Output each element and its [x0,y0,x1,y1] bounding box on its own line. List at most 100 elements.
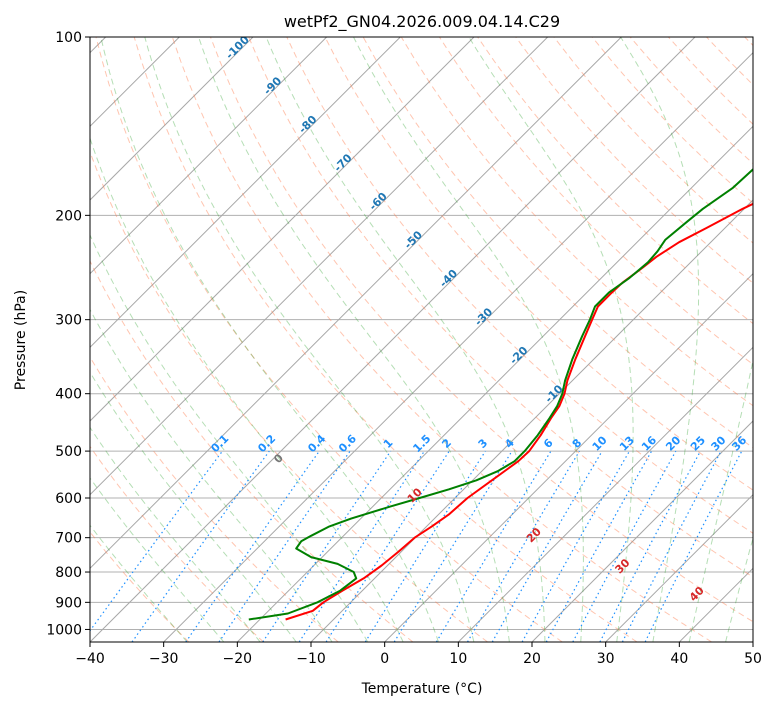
dry-adiabat [515,37,753,284]
mixing-ratio-line [218,450,351,642]
mixing-ratio-line [298,450,425,642]
moist-adiabat [90,233,369,642]
mixing-ratio-label: 16 [639,433,659,453]
mixing-ratio-line [435,450,552,642]
mixing-ratio-label: 2 [439,436,454,451]
moist-adiabat [468,37,634,642]
moist-adiabat [353,37,584,642]
moist-adiabat-label: 30 [613,556,633,576]
mixing-ratio-line [325,450,450,642]
dry-adiabat [133,37,638,642]
mixing-ratio-label: 30 [709,433,729,453]
dry-adiabat [438,37,753,366]
x-tick-label: 40 [670,651,688,667]
mixing-ratio-label: 20 [663,433,683,453]
y-tick-label: 100 [55,30,82,46]
moist-adiabat [90,524,188,642]
mixing-ratio-label: 0.1 [208,432,231,455]
dry-adiabat [286,37,753,534]
x-tick-label: 50 [744,651,762,667]
mixing-ratio-label: 10 [590,433,610,453]
isotherm-label: -90 [261,74,284,97]
isotherm-label: -10 [542,382,565,405]
y-tick-label: 900 [55,595,82,611]
moist-adiabat [90,477,225,642]
x-tick-label: 0 [380,651,389,667]
moist-adiabat [90,308,333,642]
moist-adiabat [100,37,439,642]
mixing-ratio-line [90,450,223,632]
moist-adiabat [725,536,753,642]
isotherm-line [90,37,549,496]
dry-adiabat [324,37,753,491]
isotherm-line [163,51,753,642]
isotherm-line [90,37,401,349]
moist-adiabat [688,358,753,642]
mixing-ratio-line [572,450,677,642]
dry-adiabat [706,37,753,86]
mixing-ratio-label: 6 [541,436,556,451]
mixing-ratio-line [185,450,320,642]
mixing-ratio-label: 0.4 [305,432,328,455]
dry-adiabat [553,37,753,244]
isotherm-line [90,37,622,570]
isotherm-line [90,37,254,201]
mixing-ratio-line [599,450,702,642]
moist-adiabat [620,37,700,642]
isotherm-line [457,346,753,642]
mixing-ratio-line [131,450,270,642]
y-tick-label: 400 [55,387,82,403]
dry-adiabat [90,445,264,642]
dry-adiabat [95,37,563,642]
isotherm-label: -60 [367,190,390,213]
y-tick-label: 800 [55,565,82,581]
isotherm-label: -70 [331,151,354,174]
isotherm-line [90,37,328,275]
mixing-ratio-line [545,450,653,642]
mixing-ratio-line [364,450,486,642]
dewpoint-profile-line [248,168,753,621]
x-tick-label: 20 [523,651,541,667]
x-tick-label: −30 [149,651,179,667]
isotherm-label: -20 [507,344,530,367]
mixing-ratio-line [644,450,743,642]
isotherm-line [678,567,753,642]
y-tick-label: 600 [55,491,82,507]
x-tick-label: −40 [75,651,105,667]
moist-adiabat [265,37,546,642]
mixing-ratio-line [393,450,513,642]
moist-adiabat-label: 20 [524,525,544,545]
isotherm-line [752,641,753,642]
mixing-ratio-line [262,450,392,642]
mixing-ratio-line [466,450,580,642]
y-axis-title: Pressure (hPa) [13,290,29,390]
y-tick-label: 500 [55,444,82,460]
isotherm-line [90,37,696,642]
mixing-ratio-label: 1.5 [410,432,433,455]
x-axis-title: Temperature (°C) [361,681,483,697]
isotherm-line [384,272,753,642]
mixing-ratio-label: 3 [476,436,491,451]
isotherm-label: -80 [296,113,319,136]
y-tick-label: 1000 [46,622,82,638]
moist-adiabat-label: 10 [405,485,425,505]
mixing-ratio-label: 0.6 [336,432,359,455]
moist-adiabat [198,37,510,642]
moist-adiabat-label: 40 [687,584,707,604]
dry-adiabat [591,37,753,204]
moist-adiabat [90,371,297,642]
dry-adiabat [668,37,753,125]
dry-adiabat [171,37,712,642]
dry-adiabat [248,37,753,578]
moist-adiabat [90,136,404,642]
dry-adiabat [90,356,339,642]
chart-title: wetPf2_GN04.2026.009.04.14.C29 [284,12,560,32]
isotherm-line [90,37,475,422]
dry-adiabat [90,150,488,642]
isotherm-line [531,420,753,642]
x-tick-label: 30 [597,651,615,667]
moist-adiabat [90,426,261,642]
x-tick-label: 10 [449,651,467,667]
x-tick-label: −10 [296,651,326,667]
